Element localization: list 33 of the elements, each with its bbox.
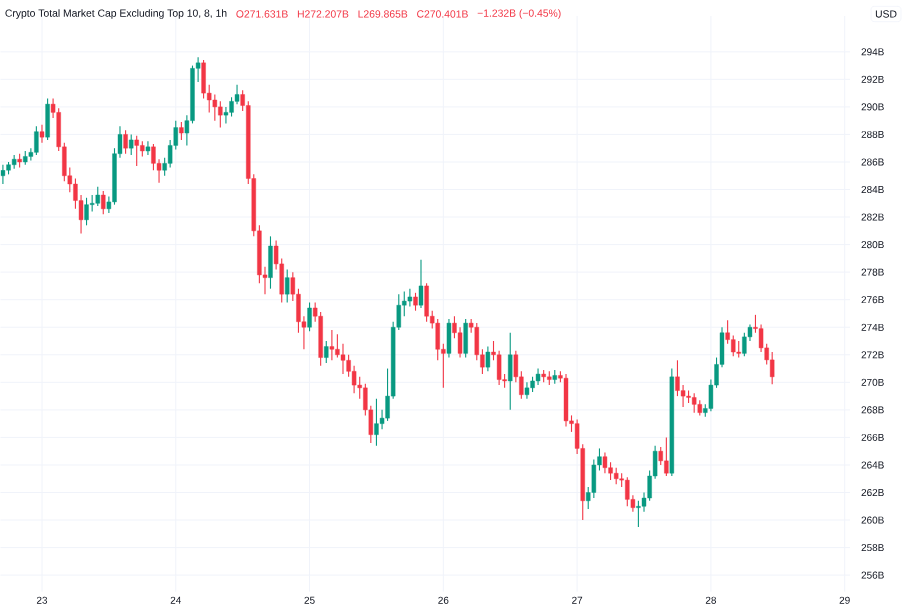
candlestick bbox=[424, 282, 429, 323]
candlestick bbox=[625, 476, 630, 507]
candlestick bbox=[636, 500, 641, 528]
candlestick bbox=[418, 259, 424, 309]
candlestick bbox=[374, 398, 379, 447]
candlestick bbox=[45, 98, 50, 141]
candlestick bbox=[129, 134, 134, 156]
candlestick bbox=[602, 452, 608, 474]
candlestick bbox=[324, 340, 329, 364]
candlestick bbox=[145, 140, 151, 156]
candlestick bbox=[95, 186, 100, 207]
candlestick bbox=[691, 392, 697, 414]
candlestick bbox=[268, 235, 273, 290]
candlestick bbox=[307, 302, 312, 333]
candlestick bbox=[39, 124, 45, 144]
candlestick bbox=[485, 346, 491, 373]
candlestick bbox=[34, 125, 39, 156]
candlestick bbox=[664, 437, 669, 477]
candlestick bbox=[134, 135, 139, 167]
candlestick bbox=[742, 332, 747, 357]
candlestick bbox=[524, 381, 530, 400]
candlestick bbox=[84, 197, 89, 227]
candlestick bbox=[101, 190, 106, 216]
candlestick bbox=[563, 373, 569, 428]
candlestick bbox=[463, 318, 468, 359]
candlestick bbox=[123, 129, 128, 155]
candlestick bbox=[218, 100, 223, 129]
candlestick bbox=[285, 269, 290, 304]
candlestick bbox=[769, 351, 775, 385]
candlestick bbox=[407, 288, 413, 308]
candlestick bbox=[329, 329, 335, 362]
candlestick bbox=[446, 318, 452, 359]
candlestick bbox=[508, 332, 513, 411]
